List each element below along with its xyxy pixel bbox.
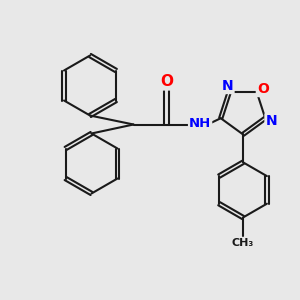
Text: NH: NH bbox=[189, 117, 211, 130]
Text: O: O bbox=[257, 82, 269, 96]
Text: CH₃: CH₃ bbox=[232, 238, 254, 248]
Text: N: N bbox=[266, 114, 277, 128]
Text: N: N bbox=[222, 79, 234, 93]
Text: O: O bbox=[160, 74, 173, 89]
